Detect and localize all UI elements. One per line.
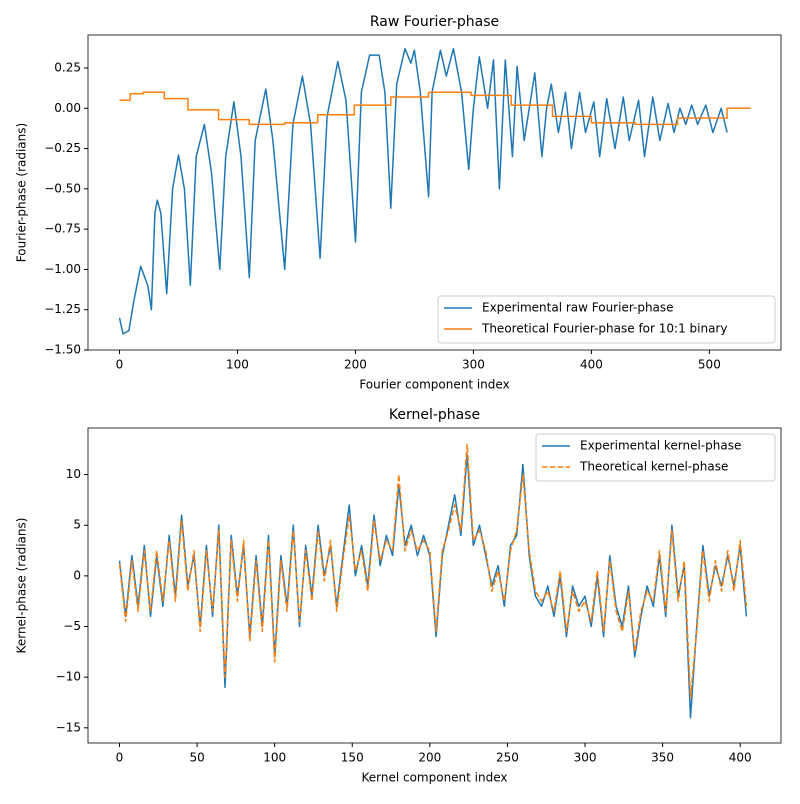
- y-axis-label: Fourier-phase (radians): [15, 123, 29, 262]
- y-tick-label: 0.25: [54, 61, 81, 75]
- y-tick-label: −1.50: [44, 343, 81, 357]
- x-tick-label: 100: [263, 751, 286, 765]
- x-tick-label: 300: [574, 751, 597, 765]
- x-tick-label: 150: [341, 751, 364, 765]
- y-tick-label: −1.25: [44, 302, 81, 316]
- x-tick-label: 100: [226, 358, 249, 372]
- y-tick-label: 5: [73, 518, 81, 532]
- y-tick-label: −0.25: [44, 141, 81, 155]
- x-tick-label: 350: [651, 751, 674, 765]
- legend-label: Experimental raw Fourier-phase: [482, 301, 674, 315]
- legend-label: Theoretical kernel-phase: [579, 460, 728, 474]
- y-tick-label: 0: [73, 568, 81, 582]
- x-tick-label: 250: [496, 751, 519, 765]
- x-axis-label: Fourier component index: [359, 378, 509, 392]
- y-tick-label: 0.00: [54, 101, 81, 115]
- y-tick-label: −1.00: [44, 262, 81, 276]
- series-line: [118, 443, 748, 699]
- legend-label: Experimental kernel-phase: [580, 439, 741, 453]
- y-tick-label: −10: [56, 670, 81, 684]
- y-tick-label: −5: [63, 619, 81, 633]
- x-tick-label: 0: [116, 358, 124, 372]
- legend-box: [535, 433, 776, 482]
- axes-frame: [87, 427, 782, 744]
- y-tick-label: 10: [66, 467, 81, 481]
- chart-title: Raw Fourier-phase: [370, 14, 499, 30]
- x-tick-label: 400: [580, 358, 603, 372]
- axes-frame: [87, 34, 782, 351]
- x-tick-label: 200: [418, 751, 441, 765]
- y-tick-label: −0.75: [44, 222, 81, 236]
- y-tick-label: −0.50: [44, 181, 81, 195]
- x-tick-label: 200: [344, 358, 367, 372]
- x-tick-label: 0: [116, 751, 124, 765]
- chart-title: Kernel-phase: [389, 407, 480, 423]
- series-line: [119, 91, 751, 126]
- series-line: [118, 47, 728, 335]
- legend-label: Theoretical Fourier-phase for 10:1 binar…: [481, 322, 727, 336]
- x-tick-label: 50: [189, 751, 204, 765]
- x-tick-label: 300: [462, 358, 485, 372]
- x-axis-label: Kernel component index: [361, 771, 507, 785]
- y-axis-label: Kernel-phase (radians): [15, 518, 29, 654]
- y-tick-label: −15: [56, 720, 81, 734]
- legend-box: [437, 295, 776, 344]
- x-tick-label: 500: [698, 358, 721, 372]
- x-tick-label: 400: [729, 751, 752, 765]
